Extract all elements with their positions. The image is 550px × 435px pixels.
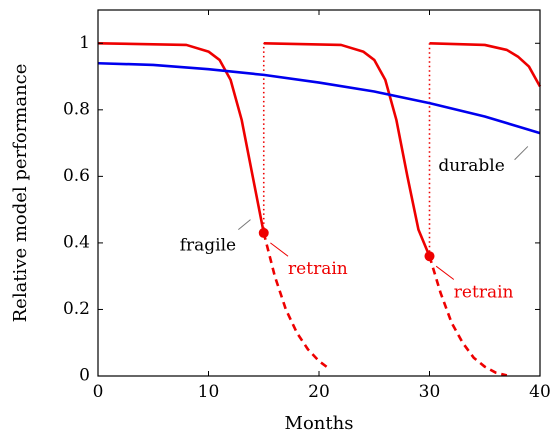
- y-tick-label: 0.6: [63, 166, 90, 186]
- x-axis-label: Months: [285, 413, 354, 434]
- series-solid-line-7: [97, 61, 541, 135]
- x-tick-label: 40: [529, 382, 550, 402]
- annotation-pointer-0: [238, 219, 251, 230]
- y-tick-label: 0: [79, 366, 90, 386]
- y-axis-label: Relative model performance: [10, 64, 31, 323]
- x-tick-label: 10: [198, 382, 220, 402]
- annotation-label-retrain: retrain: [454, 282, 514, 302]
- x-tick-label: 30: [419, 382, 441, 402]
- retrain-point-marker-1: [424, 251, 435, 262]
- series-solid-line-6: [429, 41, 542, 88]
- y-tick-label: 0.4: [63, 232, 90, 252]
- x-tick-label: 20: [308, 382, 330, 402]
- marker-layer: [258, 227, 435, 262]
- annotation-label-durable: durable: [438, 156, 504, 176]
- annotation-label-retrain: retrain: [288, 259, 348, 279]
- annotation-pointer-3: [514, 146, 529, 161]
- tick-layer: 0 10 20 30 40 0 0.2 0.4 0.6 0.8 1: [63, 10, 550, 402]
- annotation-pointer-2: [435, 265, 455, 280]
- y-tick-label: 0.8: [63, 99, 90, 119]
- annotation-layer: fragile retrain retrain durable: [180, 146, 529, 302]
- series-solid-line-3: [263, 41, 431, 257]
- series-dashed-line-1: [262, 232, 331, 371]
- annotation-label-fragile: fragile: [180, 236, 236, 256]
- y-tick-label: 1: [79, 33, 90, 53]
- retrain-point-marker-0: [258, 227, 269, 238]
- y-tick-label: 0.2: [63, 299, 90, 319]
- x-tick-label: 0: [93, 382, 104, 402]
- series-dashed-line-4: [428, 255, 508, 377]
- series-layer: [97, 41, 542, 377]
- annotation-pointer-1: [270, 242, 289, 257]
